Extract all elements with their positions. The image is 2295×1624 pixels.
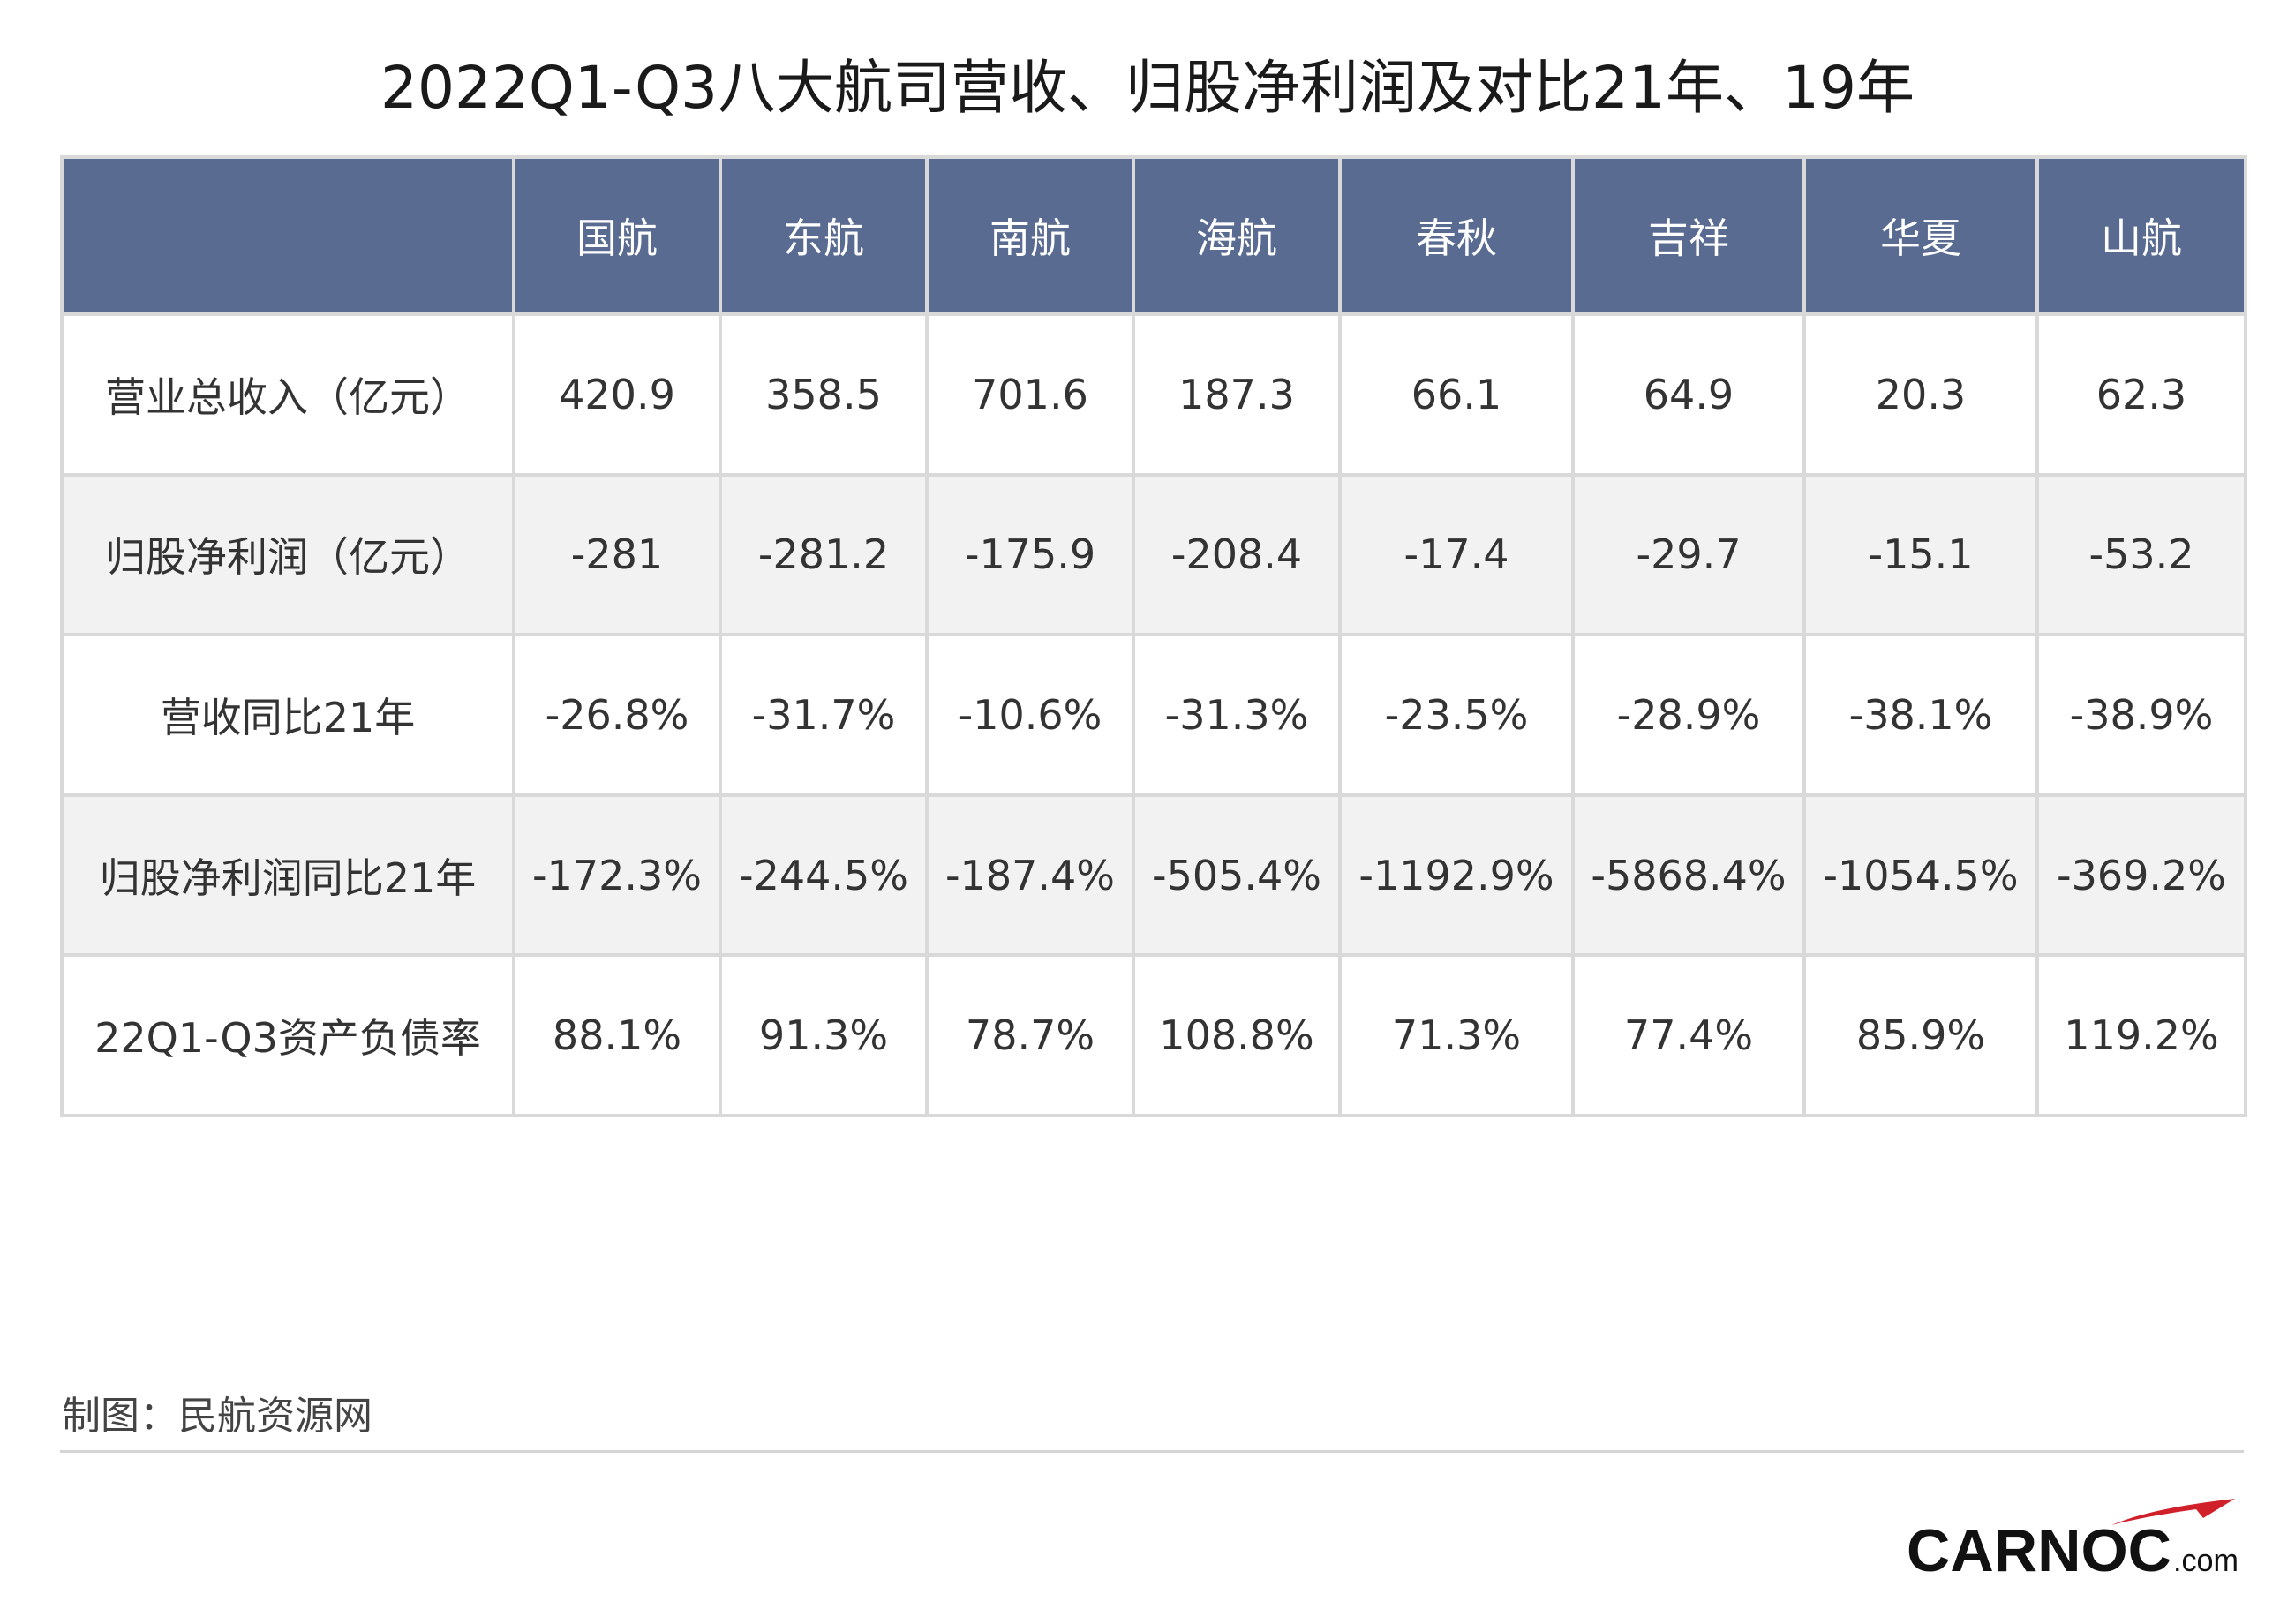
table-cell: -53.2 — [2035, 472, 2247, 637]
table-cell: 62.3 — [2035, 312, 2247, 477]
table-cell: -208.4 — [1132, 472, 1342, 637]
table-cell: 91.3% — [719, 953, 929, 1117]
table-cell: -1054.5% — [1802, 793, 2039, 958]
table-cell: -28.9% — [1571, 633, 1806, 797]
table-cell: -38.1% — [1802, 633, 2039, 797]
header-cell-airline: 山航 — [2035, 155, 2247, 316]
table-cell: -31.3% — [1132, 633, 1342, 797]
table-cell: -187.4% — [925, 793, 1135, 958]
logo-wordmark: CARNOC — [1907, 1517, 2171, 1584]
table-cell: 358.5 — [719, 312, 929, 477]
table-cell: -29.7 — [1571, 472, 1806, 637]
header-cell-airline: 春秋 — [1338, 155, 1575, 316]
table-cell: 187.3 — [1132, 312, 1342, 477]
table-cell: -17.4 — [1338, 472, 1575, 637]
header-cell-airline: 华夏 — [1802, 155, 2039, 316]
table-cell: -281 — [512, 472, 722, 637]
table-cell: -31.7% — [719, 633, 929, 797]
header-cell-airline: 南航 — [925, 155, 1135, 316]
logo-suffix: .com — [2173, 1542, 2239, 1578]
source-credit: 制图：民航资源网 — [62, 1394, 372, 1439]
table-cell: 66.1 — [1338, 312, 1575, 477]
row-label: 营业总收入（亿元） — [60, 312, 515, 477]
table-cell: -244.5% — [719, 793, 929, 958]
data-table: 国航 东航 南航 海航 春秋 吉祥 华夏 山航 营业总收入（亿元） 420.9 … — [60, 155, 2247, 1117]
table-cell: 20.3 — [1802, 312, 2039, 477]
row-label: 22Q1-Q3资产负债率 — [60, 953, 515, 1117]
logo-swoosh-icon — [2111, 1499, 2235, 1525]
table-cell: -175.9 — [925, 472, 1135, 637]
header-cell-corner — [60, 155, 515, 316]
table-row-net-profit-yoy: 归股净利润同比21年 -172.3% -244.5% -187.4% -505.… — [60, 793, 2247, 958]
table-cell: 420.9 — [512, 312, 722, 477]
chart-title: 2022Q1-Q3八大航司营收、归股净利润及对比21年、19年 — [380, 54, 1915, 122]
table-row-revenue: 营业总收入（亿元） 420.9 358.5 701.6 187.3 66.1 6… — [60, 312, 2247, 477]
header-row: 国航 东航 南航 海航 春秋 吉祥 华夏 山航 — [60, 155, 2247, 316]
table-cell: 64.9 — [1571, 312, 1806, 477]
table-cell: -15.1 — [1802, 472, 2039, 637]
table-cell: 119.2% — [2035, 953, 2247, 1117]
table-cell: -1192.9% — [1338, 793, 1575, 958]
table-cell: 71.3% — [1338, 953, 1575, 1117]
table-cell: -172.3% — [512, 793, 722, 958]
table-row-debt-ratio: 22Q1-Q3资产负债率 88.1% 91.3% 78.7% 108.8% 71… — [60, 953, 2247, 1117]
table-cell: -23.5% — [1338, 633, 1575, 797]
footer-divider — [60, 1450, 2244, 1453]
table-cell: 85.9% — [1802, 953, 2039, 1117]
table-cell: 78.7% — [925, 953, 1135, 1117]
table-cell: 88.1% — [512, 953, 722, 1117]
table-cell: -505.4% — [1132, 793, 1342, 958]
row-label: 营收同比21年 — [60, 633, 515, 797]
row-label: 归股净利润（亿元） — [60, 472, 515, 637]
row-label: 归股净利润同比21年 — [60, 793, 515, 958]
table-cell: -10.6% — [925, 633, 1135, 797]
table-cell: 108.8% — [1132, 953, 1342, 1117]
table-cell: 77.4% — [1571, 953, 1806, 1117]
table-cell: -281.2 — [719, 472, 929, 637]
table-cell: -369.2% — [2035, 793, 2247, 958]
table-row-net-profit: 归股净利润（亿元） -281 -281.2 -175.9 -208.4 -17.… — [60, 472, 2247, 637]
header-cell-airline: 东航 — [719, 155, 929, 316]
table-cell: -26.8% — [512, 633, 722, 797]
table-cell: 701.6 — [925, 312, 1135, 477]
carnoc-logo: CARNOC .com — [1907, 1499, 2239, 1584]
header-cell-airline: 国航 — [512, 155, 722, 316]
table-cell: -5868.4% — [1571, 793, 1806, 958]
table-row-revenue-yoy: 营收同比21年 -26.8% -31.7% -10.6% -31.3% -23.… — [60, 633, 2247, 797]
table-cell: -38.9% — [2035, 633, 2247, 797]
header-cell-airline: 海航 — [1132, 155, 1342, 316]
header-cell-airline: 吉祥 — [1571, 155, 1806, 316]
